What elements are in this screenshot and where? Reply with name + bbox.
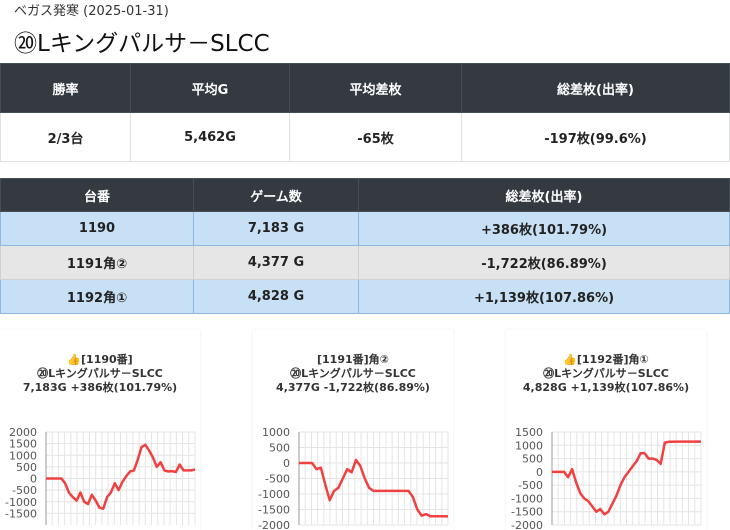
- y-tick-label: 0: [283, 457, 290, 470]
- chart-title-line: [1191番]角②: [317, 353, 389, 366]
- summary-header-avg-games: 平均G: [130, 63, 290, 113]
- table-row[interactable]: 1191角② 4,377 G -1,722枚(86.89%): [0, 245, 730, 280]
- y-tick-label: 500: [522, 453, 543, 466]
- summary-header-row: 勝率 平均G 平均差枚 総差枚(出率): [0, 63, 730, 113]
- y-tick-label: -500: [12, 484, 37, 497]
- machine-diff: +1,139枚(107.86%): [358, 279, 730, 314]
- chart-machine-name: ⑳Lキングパルサ－SLCC: [37, 367, 163, 380]
- series-line: [299, 458, 449, 518]
- machine-header-diff: 総差枚(出率): [358, 178, 730, 212]
- machine-diff: +386枚(101.79%): [358, 211, 730, 246]
- machine-header-row: 台番 ゲーム数 総差枚(出率): [0, 178, 730, 212]
- y-tick-label: -1000: [258, 488, 290, 501]
- y-tick-label: 0: [536, 466, 543, 479]
- y-tick-label: -2000: [511, 519, 543, 530]
- summary-total-diff: -197枚(99.6%): [461, 112, 730, 162]
- machine-games: 7,183 G: [193, 211, 359, 246]
- chart-card-1192[interactable]: 👍[1192番]角① ⑳Lキングパルサ－SLCC 4,828G +1,139枚(…: [506, 330, 706, 530]
- y-tick-label: -1000: [5, 496, 37, 509]
- y-tick-label: 2000: [9, 426, 37, 439]
- machine-id: 1191角②: [0, 245, 194, 280]
- machine-games: 4,377 G: [193, 245, 359, 280]
- chart-stats: 4,828G +1,139枚(107.86%): [522, 381, 690, 394]
- machine-id: 1192角①: [0, 279, 194, 314]
- summary-value-row: 2/3台 5,462G -65枚 -197枚(99.6%): [0, 112, 730, 162]
- y-tick-label: 1000: [9, 449, 37, 462]
- summary-winrate: 2/3台: [0, 112, 131, 162]
- machine-table: 台番 ゲーム数 総差枚(出率) 1190 7,183 G +386枚(101.7…: [0, 178, 730, 314]
- machine-games: 4,828 G: [193, 279, 359, 314]
- series-line: [552, 440, 701, 516]
- chart-stats: 4,377G -1,722枚(86.89%): [276, 381, 430, 394]
- page-title: ⑳Lキングパルサ－SLCC: [14, 31, 270, 57]
- y-tick-label: -500: [265, 473, 290, 486]
- table-row[interactable]: 1192角① 4,828 G +1,139枚(107.86%): [0, 279, 730, 314]
- chart-card-1191[interactable]: [1191番]角② ⑳Lキングパルサ－SLCC 4,377G -1,722枚(8…: [253, 330, 453, 530]
- summary-header-avg-diff: 平均差枚: [289, 63, 462, 113]
- y-tick-label: 500: [269, 442, 290, 455]
- y-tick-label: 1000: [515, 439, 543, 452]
- y-tick-label: 500: [16, 461, 37, 474]
- chart-title-line: 👍[1192番]角①: [563, 353, 649, 366]
- chart-machine-name: ⑳Lキングパルサ－SLCC: [290, 367, 416, 380]
- y-tick-label: -1500: [511, 506, 543, 519]
- y-tick-label: -2000: [258, 519, 290, 530]
- machine-header-id: 台番: [0, 178, 194, 212]
- y-tick-label: 0: [30, 473, 37, 486]
- machine-header-games: ゲーム数: [193, 178, 359, 212]
- y-tick-label: -500: [518, 479, 543, 492]
- summary-avg-diff: -65枚: [289, 112, 462, 162]
- y-tick-label: 1500: [515, 426, 543, 439]
- y-tick-label: 1000: [262, 426, 290, 439]
- summary-header-winrate: 勝率: [0, 63, 131, 113]
- table-row[interactable]: 1190 7,183 G +386枚(101.79%): [0, 211, 730, 246]
- chart-card-1190[interactable]: 👍[1190番] ⑳Lキングパルサ－SLCC 7,183G +386枚(101.…: [0, 330, 200, 530]
- summary-avg-games: 5,462G: [130, 112, 290, 162]
- y-tick-label: -1500: [5, 507, 37, 520]
- y-tick-label: -1000: [511, 492, 543, 505]
- machine-diff: -1,722枚(86.89%): [358, 245, 730, 280]
- store-date-label: ベガス発寒 (2025-01-31): [14, 4, 169, 19]
- summary-header-total-diff: 総差枚(出率): [461, 63, 730, 113]
- chart-title-line: 👍[1190番]: [67, 353, 133, 366]
- y-tick-label: 1500: [9, 438, 37, 451]
- series-line: [46, 443, 196, 510]
- chart-machine-name: ⑳Lキングパルサ－SLCC: [543, 367, 669, 380]
- chart-stats: 7,183G +386枚(101.79%): [22, 381, 178, 394]
- machine-id: 1190: [0, 211, 194, 246]
- diff-line-chart: 1000 500 0 -500 -1000 -1500 -2000: [258, 426, 449, 530]
- y-tick-label: -1500: [258, 504, 290, 517]
- summary-table: 勝率 平均G 平均差枚 総差枚(出率) 2/3台 5,462G -65枚 -19…: [0, 63, 730, 162]
